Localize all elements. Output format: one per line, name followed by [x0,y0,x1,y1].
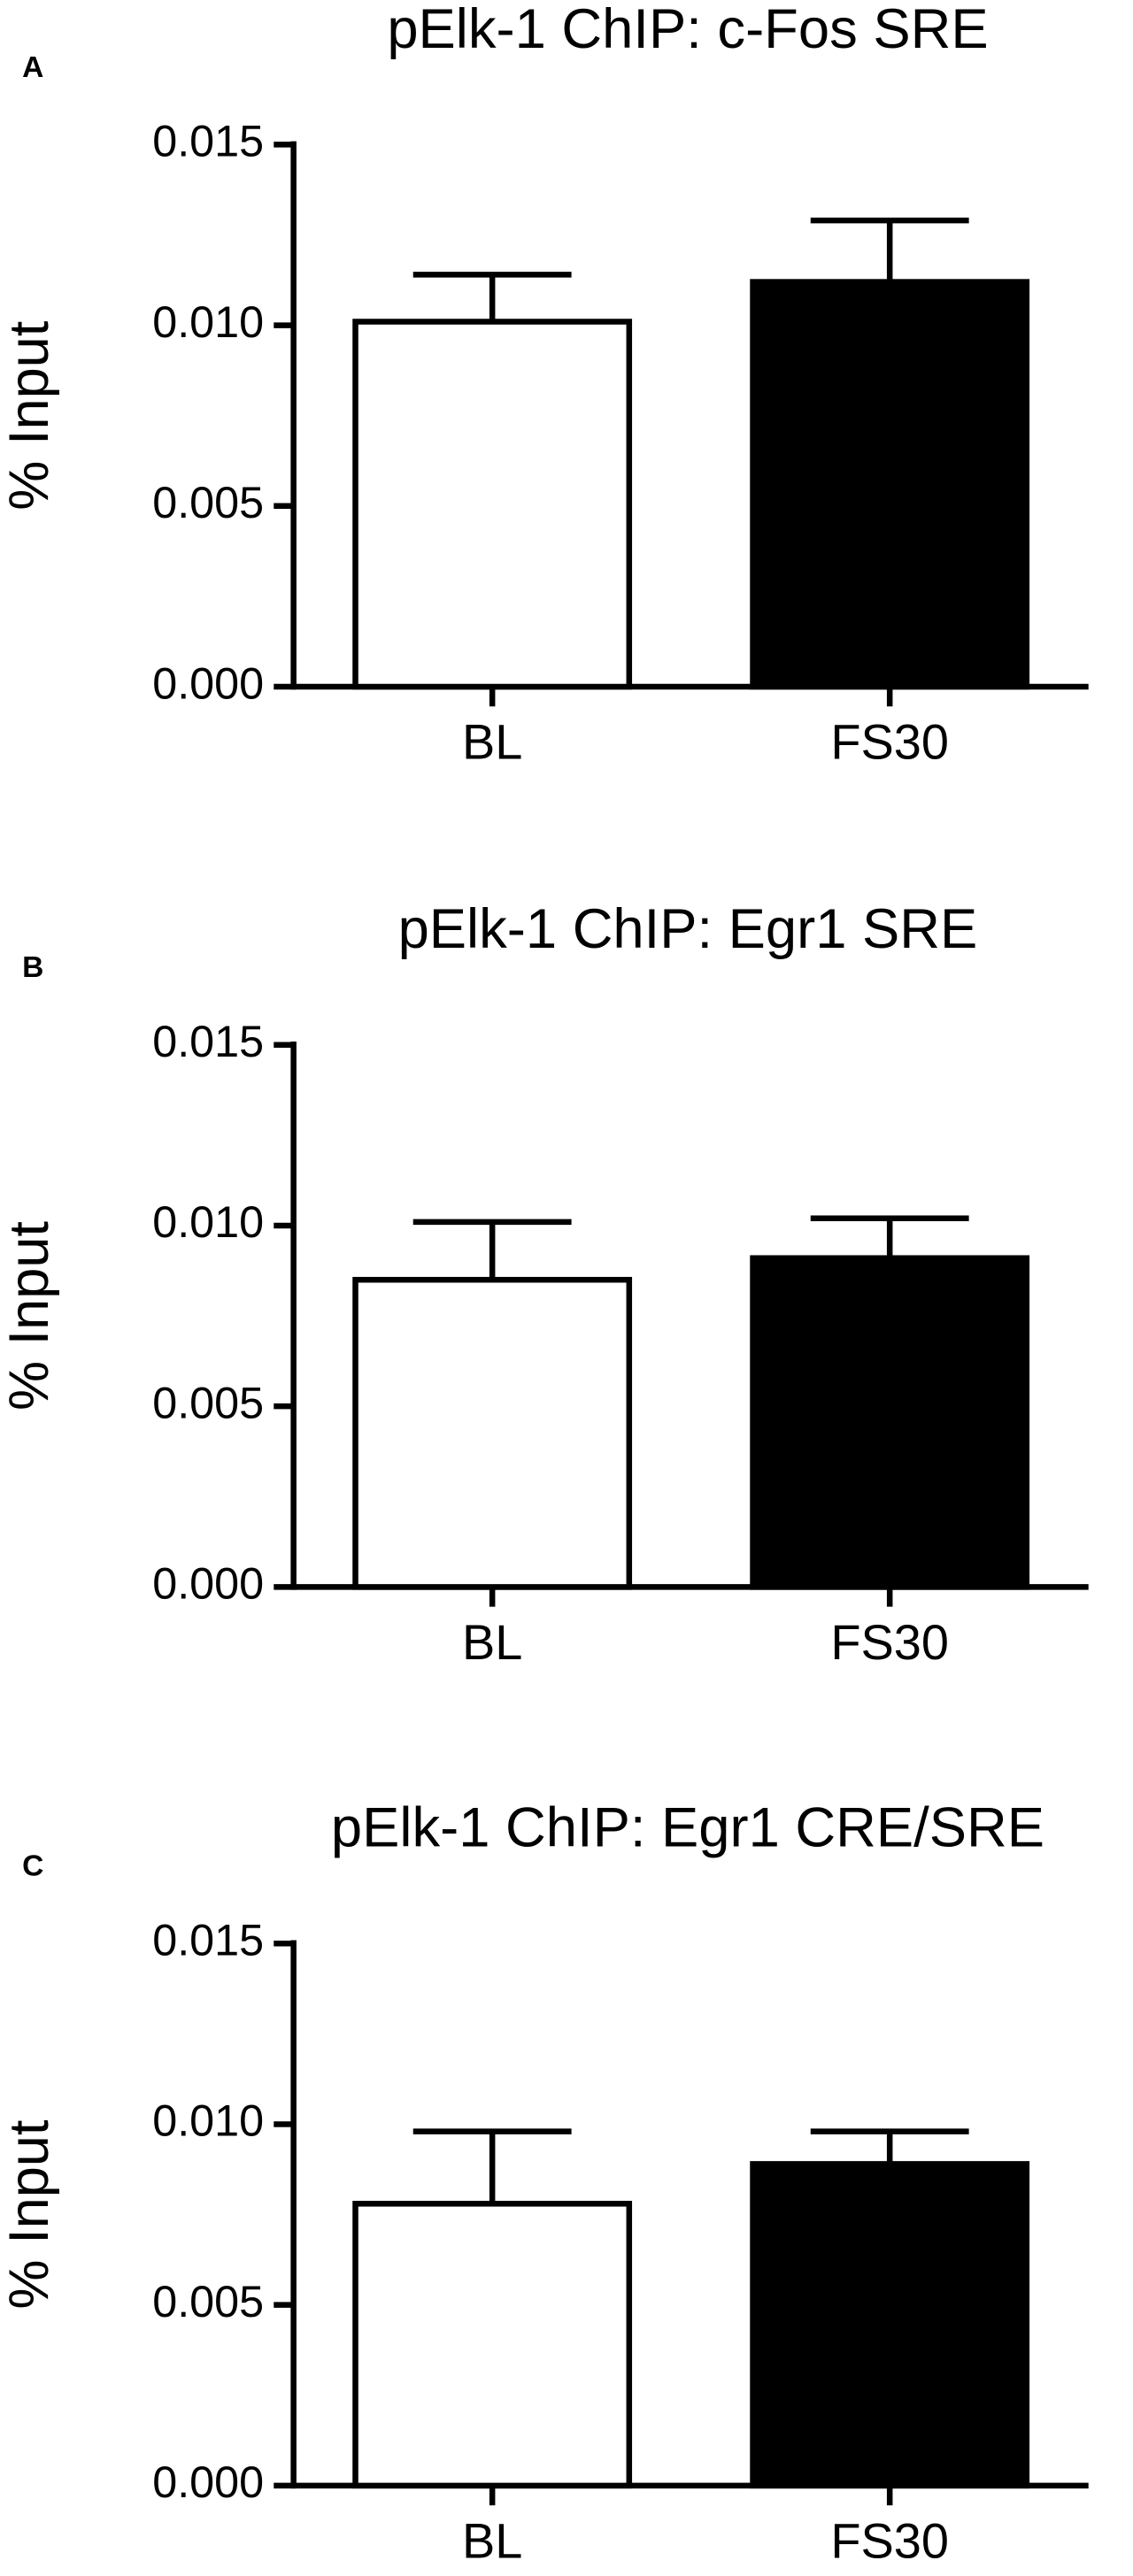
chart-title: pElk-1 ChIP: c-Fos SRE [387,0,988,60]
y-tick-label: 0.015 [152,1916,264,1965]
panel-label: A [22,51,43,84]
x-tick-label: FS30 [830,1614,949,1670]
bar [750,2161,1030,2489]
y-tick-label: 0.015 [152,117,264,166]
bar [750,1255,1030,1590]
y-tick-label: 0.000 [152,2457,264,2507]
y-tick-label: 0.010 [152,297,264,347]
y-axis-label: % Input [0,2119,60,2309]
y-tick-label: 0.000 [152,1559,264,1609]
bar [352,1276,633,1590]
chart-title: pElk-1 ChIP: Egr1 SRE [398,898,978,960]
y-tick-label: 0.005 [152,1378,264,1427]
x-tick-label: FS30 [830,2513,949,2569]
panel-label: C [22,1850,43,1883]
x-tick-label: FS30 [830,714,949,770]
y-tick-label: 0.015 [152,1017,264,1066]
y-axis-label: % Input [0,1221,60,1411]
y-tick-label: 0.010 [152,2096,264,2146]
x-tick-label: BL [462,1614,522,1670]
bar [352,319,633,690]
y-tick-label: 0.005 [152,2277,264,2326]
chart-title: pElk-1 ChIP: Egr1 CRE/SRE [331,1797,1044,1859]
y-tick-label: 0.005 [152,478,264,527]
x-tick-label: BL [462,714,522,770]
y-axis-label: % Input [0,320,60,510]
y-tick-label: 0.000 [152,658,264,708]
x-tick-label: BL [462,2513,522,2569]
panel-label: B [22,951,43,984]
bar [750,279,1030,690]
bar [352,2201,633,2489]
y-tick-label: 0.010 [152,1197,264,1247]
